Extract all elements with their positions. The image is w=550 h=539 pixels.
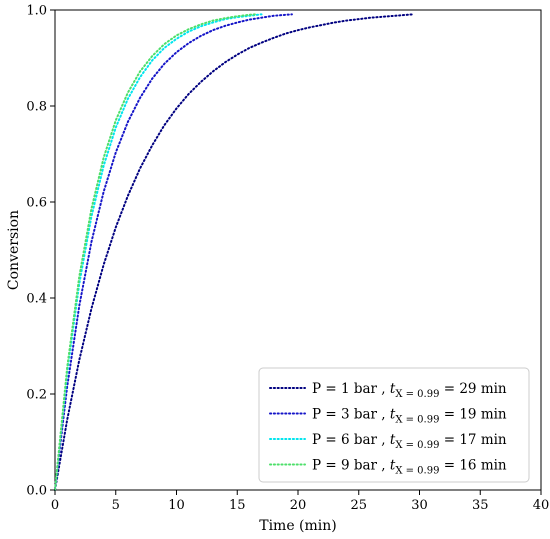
y-tick-label: 0.8 [26, 100, 47, 115]
x-tick-label: 40 [533, 498, 550, 513]
y-axis: 0.0 0.2 0.4 0.6 0.8 1.0 [26, 4, 55, 499]
y-tick-label: 0.4 [26, 292, 47, 307]
x-axis-title: Time (min) [259, 518, 337, 534]
legend: P = 1 bar , tX = 0.99 = 29 min P = 3 bar … [258, 367, 530, 483]
legend-label-1: P = 1 bar , tX = 0.99 = 29 min [312, 381, 507, 400]
x-axis: 0 5 10 15 20 25 30 35 40 [51, 490, 549, 513]
series-line-2 [54, 13, 293, 491]
legend-label-2: P = 3 bar , tX = 0.99 = 19 min [312, 407, 507, 426]
series-curves [54, 13, 415, 491]
x-tick-label: 30 [411, 498, 428, 513]
y-axis-title: Conversion [6, 210, 22, 290]
x-tick-label: 10 [168, 498, 185, 513]
y-tick-label: 1.0 [26, 4, 47, 19]
x-tick-label: 0 [51, 498, 59, 513]
y-tick-label: 0.2 [26, 388, 47, 403]
x-tick-label: 5 [112, 498, 120, 513]
legend-box [258, 367, 530, 483]
y-tick-label: 0.0 [26, 484, 47, 499]
y-tick-label: 0.6 [26, 196, 47, 211]
legend-label-4: P = 9 bar , tX = 0.99 = 16 min [312, 458, 507, 477]
x-tick-label: 25 [350, 498, 367, 513]
x-tick-label: 15 [229, 498, 246, 513]
x-tick-label: 20 [290, 498, 307, 513]
legend-label-3: P = 6 bar , tX = 0.99 = 17 min [312, 432, 507, 451]
series-line-1 [54, 13, 415, 491]
series-line-4 [54, 13, 257, 491]
x-tick-label: 35 [472, 498, 489, 513]
